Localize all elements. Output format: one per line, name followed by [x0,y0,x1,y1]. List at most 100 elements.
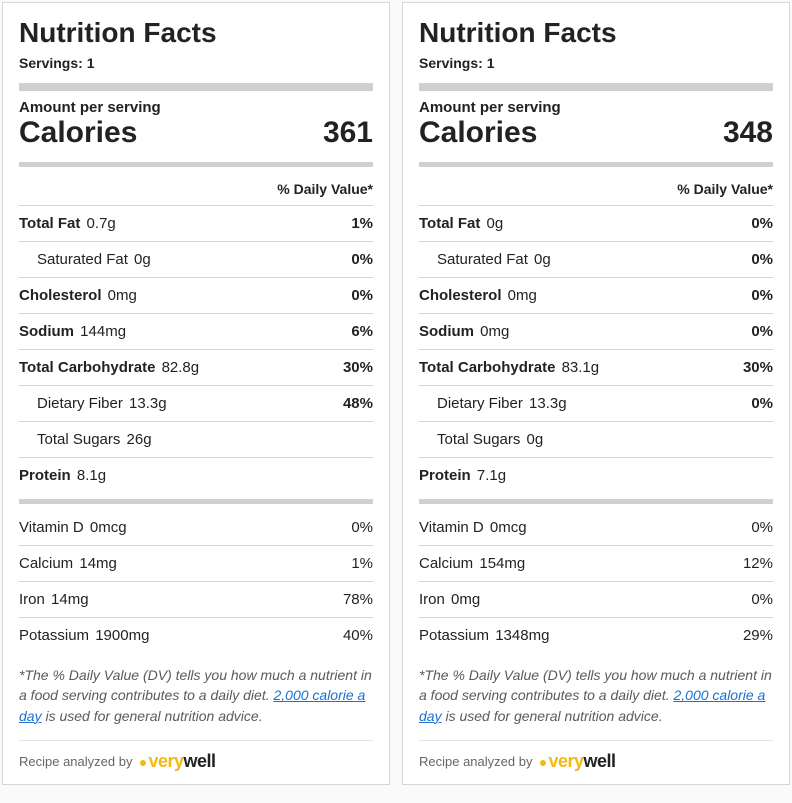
calories-value: 348 [723,116,773,150]
micronutrient-row: Iron 14mg 78% [19,582,373,617]
nutrient-name: Total Carbohydrate [19,359,155,376]
dv-footnote: *The % Daily Value (DV) tells you how mu… [419,653,773,740]
nutrient-row: Cholesterol 0mg0% [19,278,373,313]
nutrient-dv: 0% [351,519,373,536]
servings-value: 1 [87,55,95,71]
dv-footnote: *The % Daily Value (DV) tells you how mu… [19,653,373,740]
brand-very: very [148,751,183,772]
nutrient-name: Potassium [419,627,489,644]
nutrient-amount: 13.3g [525,395,567,412]
nutrient-amount: 13.3g [125,395,167,412]
analyzed-by-row: Recipe analyzed by verywell [419,740,773,772]
nutrient-dv: 29% [743,627,773,644]
nutrient-amount: 0g [522,431,543,448]
servings-label: Servings: [419,55,483,71]
nutrient-name: Vitamin D [419,519,484,536]
micronutrient-row: Calcium 14mg1% [19,546,373,581]
nutrient-amount: 26g [122,431,151,448]
nutrient-row: Cholesterol 0mg0% [419,278,773,313]
nutrient-dv: 40% [343,627,373,644]
nutrient-dv: 12% [743,555,773,572]
servings-value: 1 [487,55,495,71]
med-rule [19,162,373,167]
nutrient-dv: 6% [351,323,373,340]
nutrient-name: Saturated Fat [37,251,128,268]
nutrient-amount: 14mg [75,555,117,572]
nutrient-name: Potassium [19,627,89,644]
brand-dot-icon [140,760,146,766]
nutrient-name: Protein [419,467,471,484]
nutrient-amount: 8.1g [73,467,106,484]
micros-list: Vitamin D 0mcg0%Calcium 154mg12%Iron 0mg… [419,510,773,653]
brand-dot-icon [540,760,546,766]
nutrient-row: Total Carbohydrate 82.8g30% [19,350,373,385]
nutrient-dv: 0% [751,519,773,536]
nutrient-name: Cholesterol [19,287,102,304]
calories-label: Calories [19,116,137,150]
dv-header: % Daily Value* [19,173,373,205]
nutrient-name: Total Sugars [37,431,120,448]
micronutrient-row: Potassium 1900mg40% [19,618,373,653]
nutrient-name: Total Fat [19,215,80,232]
nutrient-dv: 0% [751,395,773,412]
nutrient-row: Total Fat 0.7g1% [19,206,373,241]
nutrient-row: Total Fat 0g0% [419,206,773,241]
analyzed-by-label: Recipe analyzed by [419,754,532,769]
calories-value: 361 [323,116,373,150]
nutrient-dv: 78% [343,591,373,608]
nutrient-row: Saturated Fat 0g 0% [419,242,773,277]
nutrient-dv: 0% [751,251,773,268]
nutrient-amount: 0mg [447,591,480,608]
brand-logo[interactable]: verywell [140,751,215,772]
brand-well: well [584,751,616,772]
nutrient-row: Total Sugars 26g [19,422,373,457]
nutrient-dv: 0% [751,215,773,232]
nutrient-row: Total Sugars 0g [419,422,773,457]
title: Nutrition Facts [19,17,373,49]
nutrient-dv: 1% [351,555,373,572]
amount-per-serving: Amount per serving [19,97,373,116]
nutrient-dv: 0% [751,323,773,340]
nutrient-name: Total Carbohydrate [419,359,555,376]
nutrient-row: Saturated Fat 0g0% [19,242,373,277]
nutrient-name: Protein [19,467,71,484]
thick-rule [19,83,373,91]
med-rule [419,499,773,504]
micronutrient-row: Vitamin D 0mcg 0% [19,510,373,545]
micronutrient-row: Calcium 154mg12% [419,546,773,581]
nutrient-name: Dietary Fiber [437,395,523,412]
title: Nutrition Facts [419,17,773,49]
nutrient-amount: 0mcg [86,519,127,536]
nutrient-dv: 30% [743,359,773,376]
nutrient-amount: 0g [530,251,551,268]
calories-row: Calories 348 [419,116,773,156]
brand-logo[interactable]: verywell [540,751,615,772]
brand-very: very [548,751,583,772]
nutrient-amount: 144mg [76,323,126,340]
nutrient-name: Iron [419,591,445,608]
macros-list: Total Fat 0.7g1%Saturated Fat 0g0%Choles… [19,206,373,493]
micros-list: Vitamin D 0mcg0%Calcium 14mg1%Iron 14mg7… [19,510,373,653]
med-rule [419,162,773,167]
nutrient-name: Iron [19,591,45,608]
nutrient-amount: 0mg [476,323,509,340]
nutrient-row: Total Carbohydrate 83.1g30% [419,350,773,385]
nutrient-row: Sodium 0mg0% [419,314,773,349]
nutrient-dv: 0% [351,287,373,304]
nutrient-name: Calcium [419,555,473,572]
nutrient-name: Cholesterol [419,287,502,304]
calories-label: Calories [419,116,537,150]
servings-label: Servings: [19,55,83,71]
servings-row: Servings: 1 [19,55,373,79]
analyzed-by-label: Recipe analyzed by [19,754,132,769]
footnote-post: is used for general nutrition advice. [442,708,663,724]
nutrient-row: Sodium 144mg6% [19,314,373,349]
nutrient-name: Saturated Fat [437,251,528,268]
nutrition-label-left: Nutrition Facts Servings: 1 Amount per s… [2,2,390,785]
nutrient-row: Protein 8.1g [19,458,373,493]
nutrient-dv: 0% [351,251,373,268]
nutrient-name: Vitamin D [19,519,84,536]
analyzed-by-row: Recipe analyzed by verywell [19,740,373,772]
nutrient-amount: 14mg [47,591,89,608]
med-rule [19,499,373,504]
